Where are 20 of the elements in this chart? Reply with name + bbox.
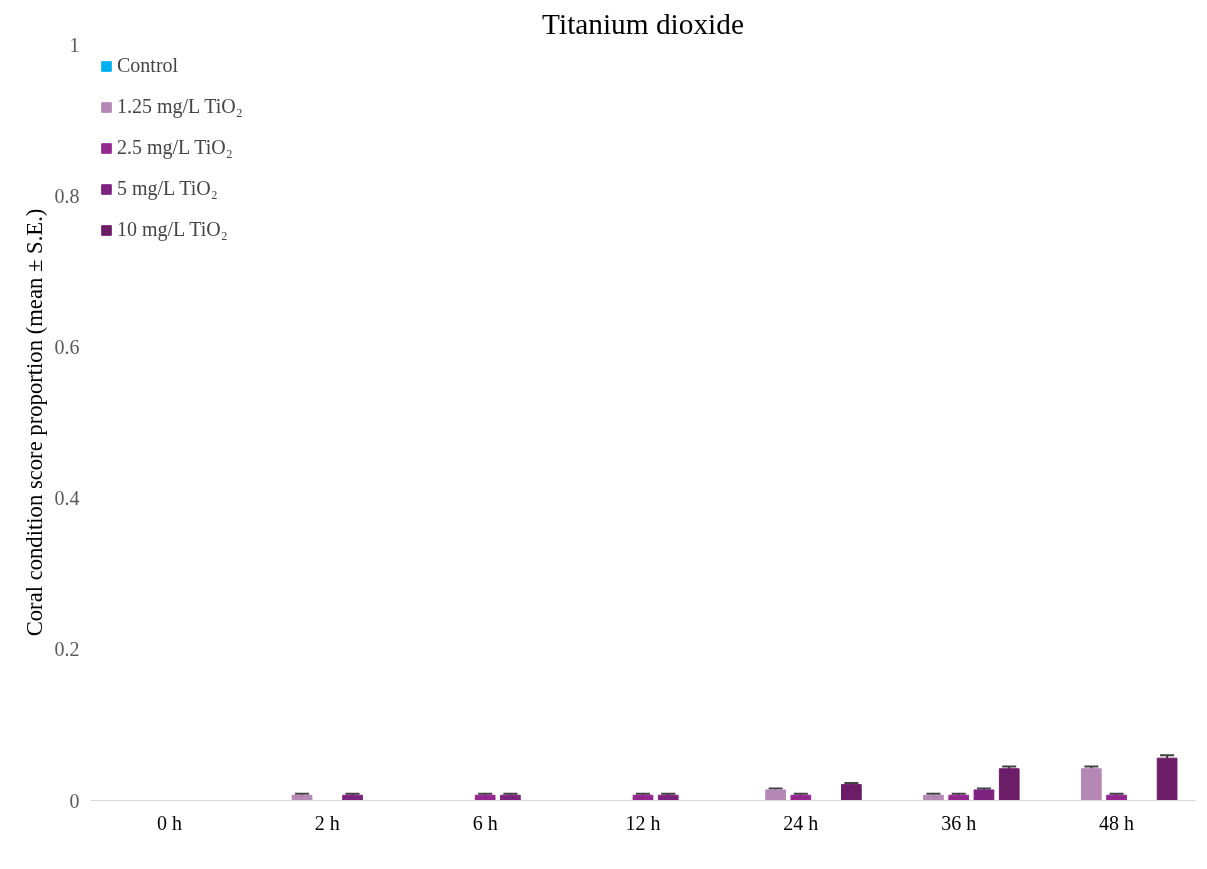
y-tick-label: 0.8 [54, 184, 80, 207]
y-tick-label: 0 [69, 789, 80, 812]
legend-label: Control [117, 54, 179, 77]
legend-label: 5 mg/L TiO₂ [117, 177, 218, 200]
x-tick-label: 12 h [625, 811, 661, 834]
x-tick-label: 36 h [941, 811, 977, 834]
x-tick-label: 24 h [783, 811, 819, 834]
legend-label: 2.5 mg/L TiO₂ [117, 136, 233, 159]
chart-title: Titanium dioxide [542, 7, 744, 40]
legend-label: 1.25 mg/L TiO₂ [117, 95, 243, 118]
y-tick-label: 0.4 [54, 487, 80, 510]
x-tick-label: 0 h [156, 811, 182, 834]
x-tick-label: 2 h [314, 811, 340, 834]
y-axis-title: Coral condition score proportion (mean ± S.E.) [21, 208, 47, 637]
y-tick-label: 0.6 [54, 335, 80, 358]
x-tick-label: 48 h [1099, 811, 1135, 834]
x-tick-label: 6 h [472, 811, 498, 834]
y-tick-label: 0.2 [54, 638, 80, 661]
legend-label: 10 mg/L TiO₂ [117, 218, 228, 241]
y-tick-label: 1 [69, 33, 80, 56]
